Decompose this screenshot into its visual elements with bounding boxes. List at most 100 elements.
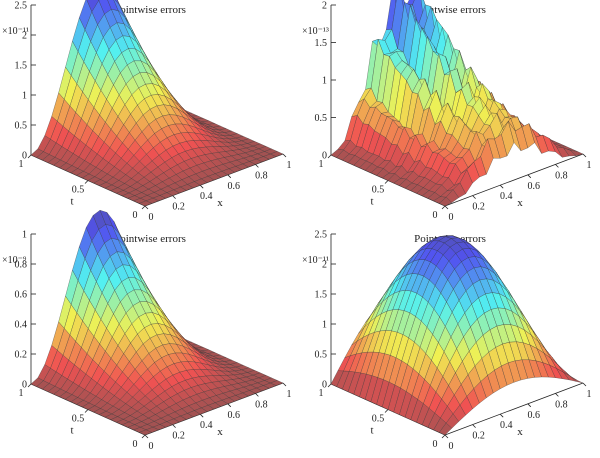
- z-tick-label: 2.5: [315, 230, 328, 241]
- z-tick-label: 1: [22, 230, 27, 241]
- z-multiplier: ×10⁻⁹: [2, 255, 27, 266]
- z-multiplier: ×10⁻¹¹: [302, 255, 329, 266]
- x-axis-label: x: [517, 426, 523, 438]
- z-tick-label: 0.6: [15, 290, 28, 301]
- chart-title: Pointwise errors: [114, 4, 186, 16]
- surface-patch: [269, 151, 284, 157]
- x-tick-label: 1: [587, 389, 592, 400]
- z-tick-label: 1: [322, 76, 327, 87]
- t-tick-mark: [27, 383, 32, 388]
- t-tick-mark: [84, 180, 89, 184]
- x-tick-label: 0.2: [172, 202, 185, 213]
- z-tick-label: 0.8: [15, 260, 28, 271]
- t-tick-mark: [441, 205, 446, 210]
- t-tick-mark: [141, 205, 146, 210]
- x-tick-label: 0.2: [472, 202, 485, 213]
- z-tick-label: 1.5: [315, 290, 328, 301]
- surface-mesh: [30, 0, 284, 207]
- x-tick-mark: [555, 164, 559, 168]
- x-tick-mark: [282, 382, 287, 387]
- x-tick-label: 1: [587, 160, 592, 171]
- t-axis-label: t: [370, 196, 373, 208]
- x-tick-mark: [555, 393, 559, 397]
- x-axis-line: [444, 153, 584, 207]
- z-tick-label: 1.5: [315, 38, 328, 49]
- x-tick-mark: [527, 174, 532, 179]
- surface-patch: [385, 0, 397, 30]
- x-axis-line: [444, 382, 584, 436]
- x-tick-mark: [172, 195, 176, 199]
- surface-patch: [269, 380, 284, 386]
- x-tick-label: 0.4: [200, 420, 213, 431]
- t-tick-label: 1: [319, 388, 324, 399]
- x-tick-mark: [172, 424, 176, 428]
- x-tick-label: 0.4: [500, 191, 513, 202]
- surface-mesh: [330, 0, 584, 207]
- x-tick-mark: [255, 164, 259, 168]
- t-tick-label: 0.5: [72, 414, 85, 425]
- z-tick-label: 1: [322, 320, 327, 331]
- x-tick-mark: [227, 174, 232, 179]
- x-tick-mark: [144, 205, 149, 210]
- t-tick-label: 1: [319, 159, 324, 170]
- z-tick-label: 0: [22, 151, 27, 162]
- t-tick-label: 0.5: [372, 185, 385, 196]
- z-tick-label: 0.5: [315, 350, 328, 361]
- x-tick-mark: [282, 153, 287, 158]
- x-tick-label: 1: [287, 389, 292, 400]
- t-tick-mark: [327, 383, 332, 388]
- x-tick-mark: [472, 195, 476, 199]
- x-tick-label: 0.6: [528, 410, 541, 421]
- t-axis-label: t: [70, 196, 73, 208]
- x-tick-label: 0.8: [555, 170, 568, 181]
- x-axis-label: x: [217, 426, 223, 438]
- x-tick-mark: [582, 382, 587, 387]
- x-tick-label: 0.6: [228, 410, 241, 421]
- surface-panel-3: Pointwise errors ×10⁻⁹ 0 0.2 0.4 0.6 0.8 1 0 0.2 0…: [0, 209, 300, 458]
- x-tick-mark: [499, 184, 504, 189]
- x-tick-label: 0.8: [255, 399, 268, 410]
- z-tick-label: 2.5: [15, 1, 28, 12]
- x-tick-label: 0: [149, 212, 154, 223]
- surface-plot-4: Pointwise errors×10⁻¹¹00.511.522.500.20.…: [302, 230, 592, 453]
- x-tick-label: 0.4: [200, 191, 213, 202]
- t-tick-mark: [84, 409, 89, 413]
- t-tick-label: 0: [433, 439, 438, 450]
- x-tick-mark: [199, 184, 204, 189]
- x-tick-mark: [444, 205, 449, 210]
- t-tick-label: 0.5: [72, 185, 85, 196]
- t-axis-label: t: [370, 425, 373, 437]
- x-tick-mark: [444, 434, 449, 439]
- surface-patch: [570, 376, 584, 384]
- x-axis-label: x: [217, 197, 223, 209]
- t-tick-label: 1: [19, 159, 24, 170]
- x-axis-label: x: [517, 197, 523, 209]
- z-tick-label: 0: [322, 151, 327, 162]
- t-tick-label: 0: [433, 210, 438, 221]
- x-tick-label: 0.2: [172, 431, 185, 442]
- t-tick-label: 0.5: [372, 414, 385, 425]
- z-tick-label: 0.5: [315, 113, 328, 124]
- x-tick-label: 1: [287, 160, 292, 171]
- z-multiplier: ×10⁻¹¹: [2, 26, 29, 37]
- x-tick-mark: [582, 153, 587, 158]
- z-tick-label: 0.5: [15, 121, 28, 132]
- x-tick-mark: [527, 403, 532, 408]
- x-tick-mark: [199, 413, 204, 418]
- z-tick-label: 1: [22, 91, 27, 102]
- x-tick-label: 0.6: [228, 181, 241, 192]
- surface-panel-4: Pointwise errors×10⁻¹¹00.511.522.500.20.…: [300, 229, 600, 458]
- z-tick-label: 2: [322, 1, 327, 12]
- surface-patch: [569, 150, 584, 156]
- t-tick-mark: [384, 180, 389, 184]
- t-tick-mark: [141, 434, 146, 439]
- t-tick-mark: [441, 434, 446, 439]
- t-tick-label: 1: [19, 388, 24, 399]
- z-tick-label: 0: [22, 380, 27, 391]
- t-tick-label: 0: [133, 210, 138, 221]
- x-tick-mark: [144, 434, 149, 439]
- z-tick-label: 1.5: [15, 61, 28, 72]
- t-tick-label: 0: [133, 439, 138, 450]
- x-tick-mark: [499, 413, 504, 418]
- surface-mesh: [330, 235, 584, 436]
